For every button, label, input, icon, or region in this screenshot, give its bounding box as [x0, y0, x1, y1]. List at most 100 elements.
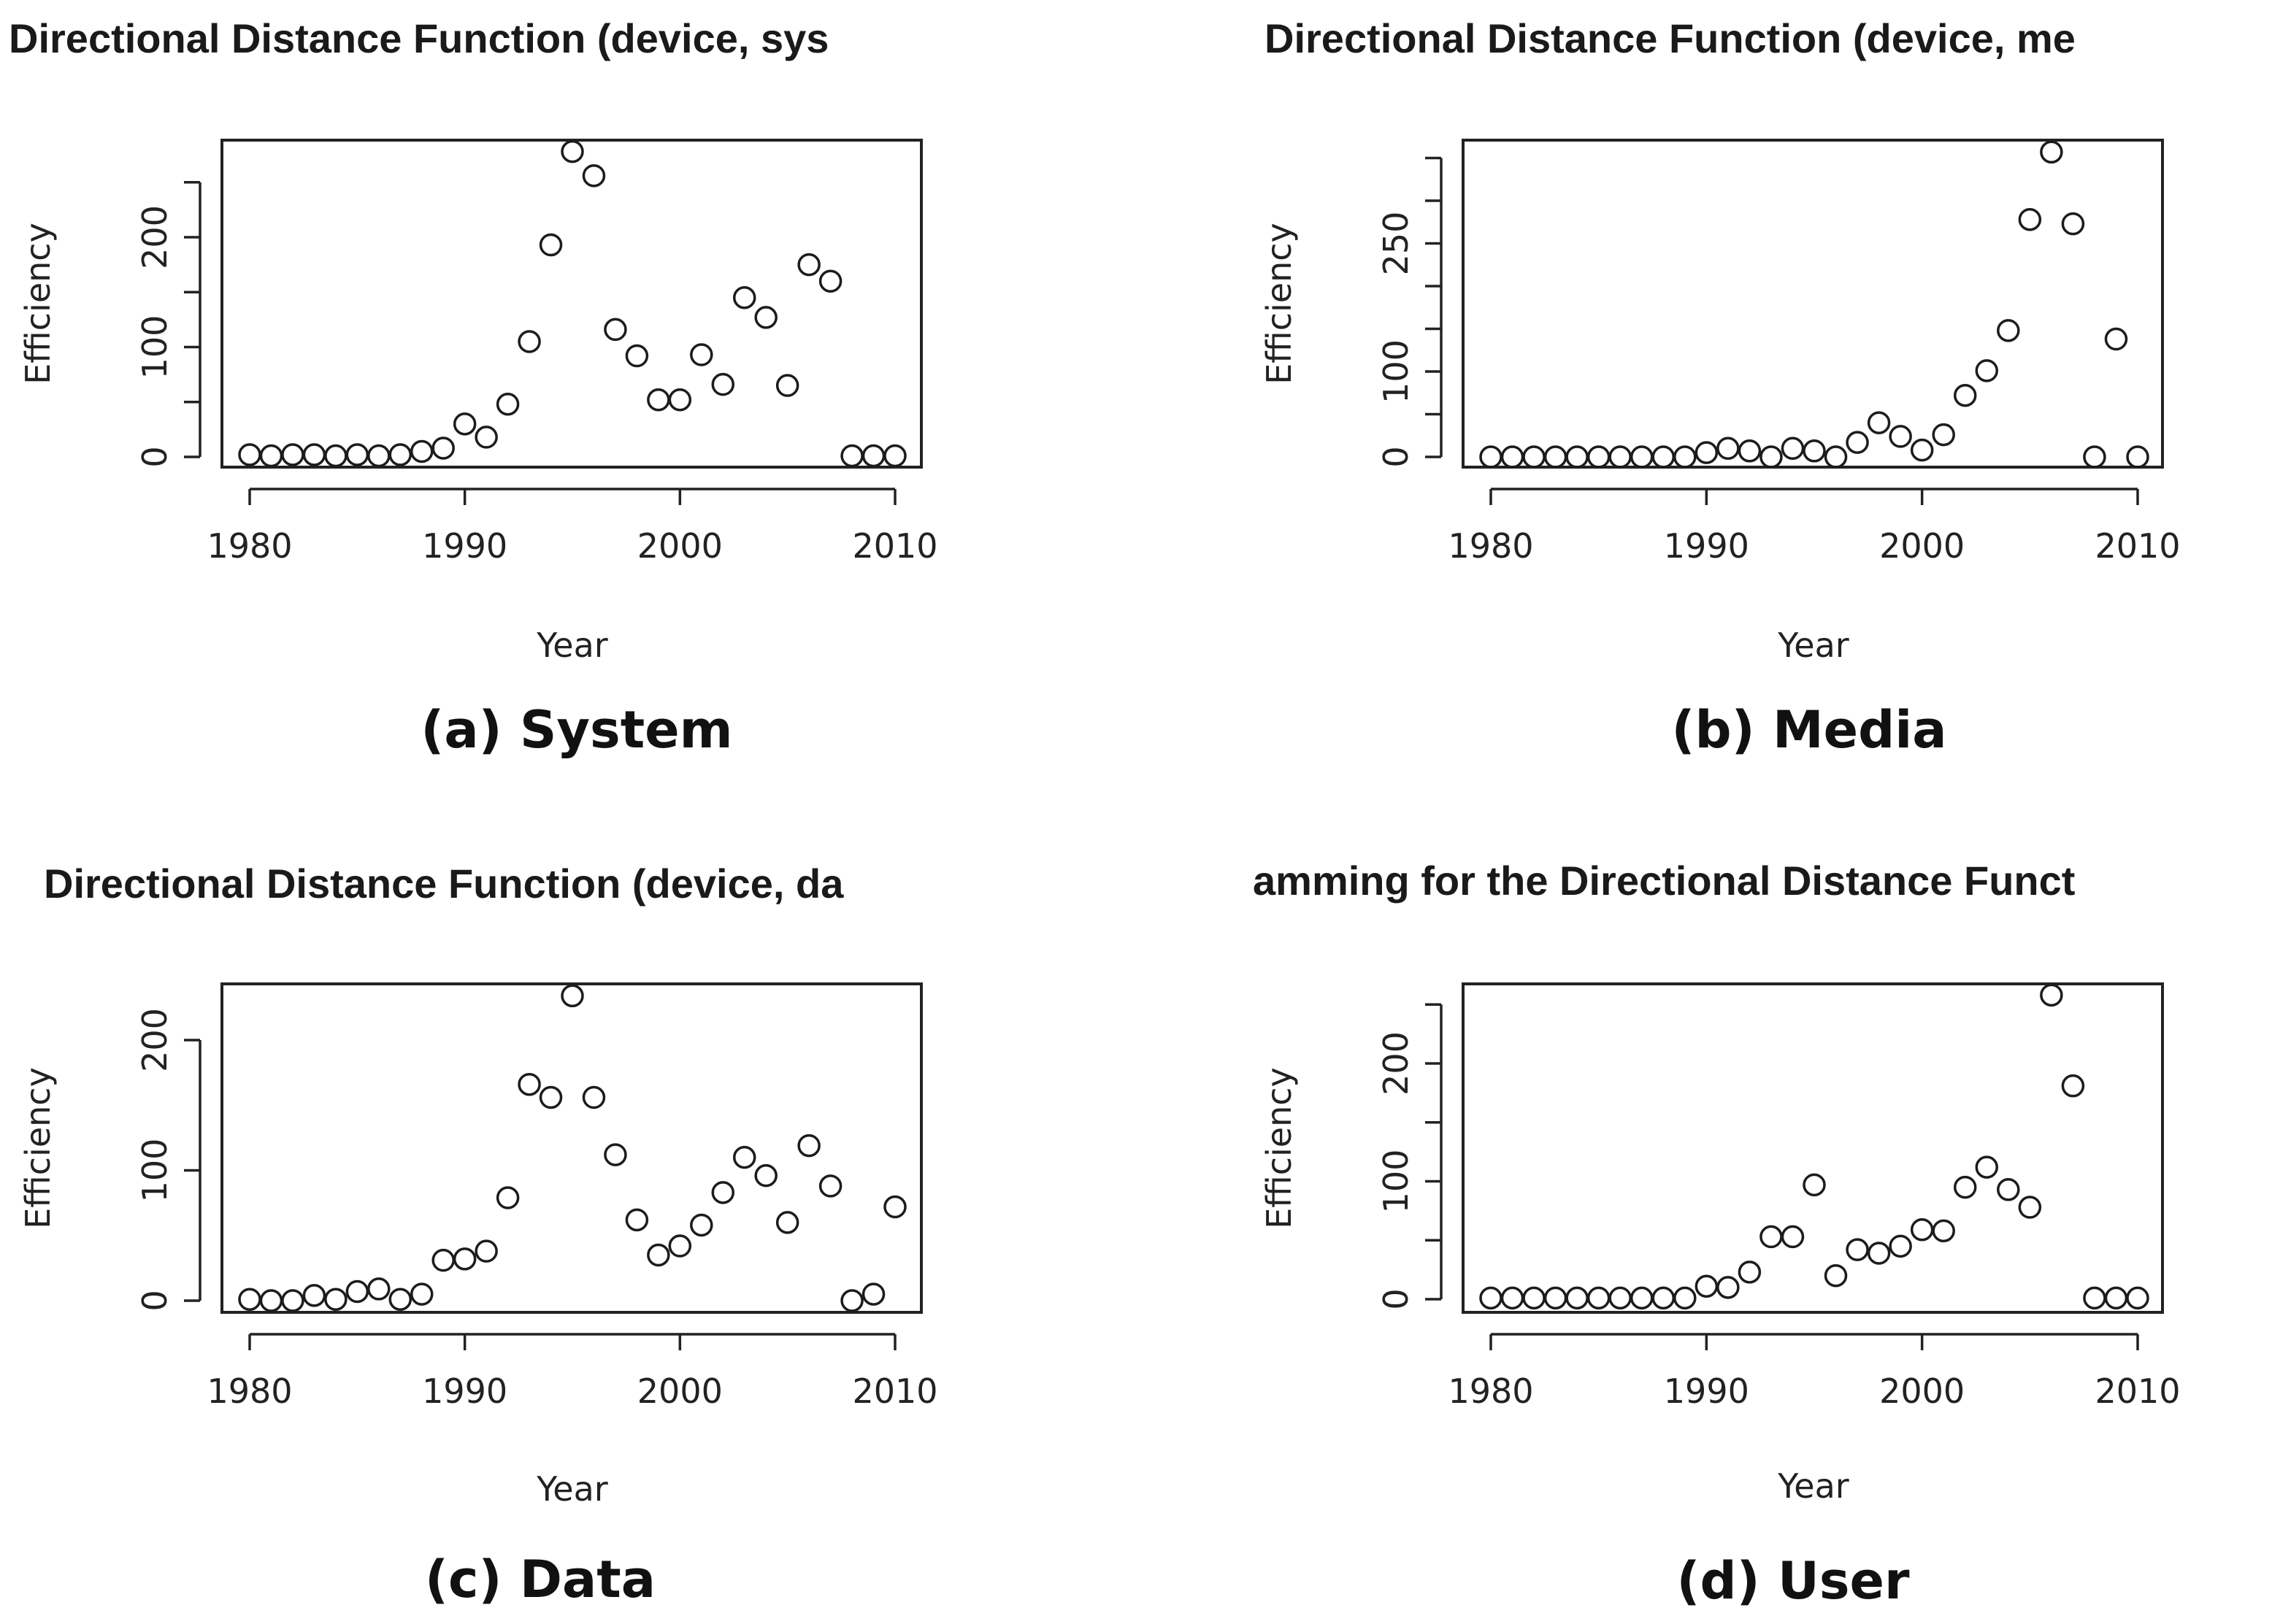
data-point	[475, 1239, 498, 1263]
panel-title-media: Directional Distance Function (device, m…	[1264, 15, 2076, 61]
y-tick-label: 100	[135, 1139, 174, 1203]
data-point	[797, 1134, 821, 1158]
panel-caption-media: (b) Media	[1672, 700, 1947, 760]
data-point	[1500, 445, 1524, 469]
data-point	[1781, 436, 1805, 461]
data-point	[539, 1085, 563, 1109]
data-point	[861, 444, 886, 468]
y-axis-title-system: Efficiency	[18, 223, 58, 385]
x-tick-label: 1990	[422, 526, 507, 566]
x-tick-label: 1980	[1448, 1371, 1533, 1411]
data-point	[883, 1195, 907, 1219]
data-point	[453, 412, 477, 436]
data-point	[1673, 1286, 1697, 1310]
data-point	[2126, 1286, 2149, 1310]
data-point	[1975, 1155, 1999, 1179]
data-point	[1738, 439, 1762, 463]
data-point	[1565, 1286, 1589, 1310]
x-tick-label: 2010	[852, 526, 937, 566]
data-point	[345, 443, 369, 466]
data-point	[775, 1211, 799, 1234]
data-point	[1846, 431, 1869, 454]
data-point	[1586, 445, 1611, 469]
data-point	[1543, 1286, 1567, 1310]
data-point	[582, 163, 606, 188]
data-point	[496, 393, 520, 416]
data-point	[1759, 1225, 1783, 1249]
data-point	[1867, 1242, 1891, 1265]
data-point	[431, 1248, 455, 1272]
data-point	[625, 1208, 649, 1232]
data-point	[818, 269, 843, 293]
x-axis-title-media: Year	[1777, 626, 1849, 665]
data-point	[604, 318, 627, 342]
data-point	[754, 1163, 778, 1188]
data-point	[1500, 1286, 1524, 1310]
data-point	[732, 1145, 756, 1169]
data-point	[410, 439, 434, 463]
y-tick-label: 0	[1376, 1288, 1416, 1309]
data-point	[388, 443, 412, 466]
data-point	[625, 344, 649, 368]
data-point	[1738, 1261, 1762, 1284]
x-axis-title-data: Year	[536, 1469, 607, 1509]
panel-data: Directional Distance Function (device, d…	[18, 861, 938, 1609]
plot-frame-user	[1462, 982, 2164, 1314]
data-point	[1522, 445, 1546, 469]
data-point	[1695, 1274, 1719, 1298]
data-point	[410, 1282, 434, 1306]
y-tick-label: 100	[1376, 1150, 1416, 1214]
data-point	[496, 1186, 520, 1209]
data-point	[367, 1277, 391, 1301]
panel-title-user: amming for the Directional Distance Func…	[1253, 858, 2075, 904]
data-point	[2040, 140, 2063, 164]
panel-media: Directional Distance Function (device, m…	[1259, 15, 2181, 760]
plot-frame-media	[1462, 139, 2164, 469]
data-point	[2104, 1286, 2128, 1310]
y-tick-label: 200	[1376, 1031, 1416, 1096]
data-point	[775, 374, 799, 397]
y-tick-label: 250	[1376, 212, 1416, 276]
y-tick-label: 0	[135, 446, 174, 467]
data-point	[604, 1143, 627, 1166]
data-point	[840, 444, 864, 468]
data-point	[690, 343, 713, 366]
y-tick-label: 0	[135, 1290, 174, 1311]
panel-caption-data: (c) Data	[425, 1550, 656, 1609]
data-point	[1651, 1286, 1676, 1310]
data-point	[2040, 983, 2063, 1007]
data-point	[647, 388, 670, 412]
data-point	[238, 1288, 261, 1311]
data-point	[1565, 445, 1589, 469]
x-tick-label: 1980	[207, 1371, 292, 1411]
data-point	[711, 372, 735, 396]
data-point	[2018, 207, 2042, 231]
data-point	[1759, 445, 1783, 469]
data-point	[1673, 445, 1697, 469]
data-point	[539, 233, 563, 257]
data-point	[1479, 1286, 1502, 1310]
panel-title-system: Directional Distance Function (device, s…	[9, 15, 829, 61]
data-point	[1586, 1286, 1611, 1310]
data-point	[1889, 425, 1912, 448]
data-point	[668, 1234, 692, 1258]
data-point	[1997, 319, 2020, 342]
data-point	[561, 139, 584, 163]
data-point	[690, 1213, 713, 1237]
data-point	[1910, 438, 1934, 462]
x-tick-label: 2010	[2095, 526, 2180, 566]
data-point	[475, 426, 498, 449]
data-point	[281, 443, 304, 466]
data-point	[2061, 1074, 2085, 1098]
data-point	[1889, 1234, 1912, 1258]
data-point	[1932, 1219, 1955, 1243]
x-tick-label: 1990	[1664, 526, 1749, 566]
x-tick-label: 1980	[207, 526, 292, 566]
panel-title-data: Directional Distance Function (device, d…	[44, 861, 844, 907]
data-point	[861, 1282, 886, 1306]
x-axis-title-user: Year	[1777, 1466, 1849, 1506]
x-axis-title-system: Year	[536, 626, 607, 665]
data-point	[711, 1181, 735, 1204]
data-point	[2126, 445, 2149, 469]
data-point	[1824, 1263, 1848, 1288]
